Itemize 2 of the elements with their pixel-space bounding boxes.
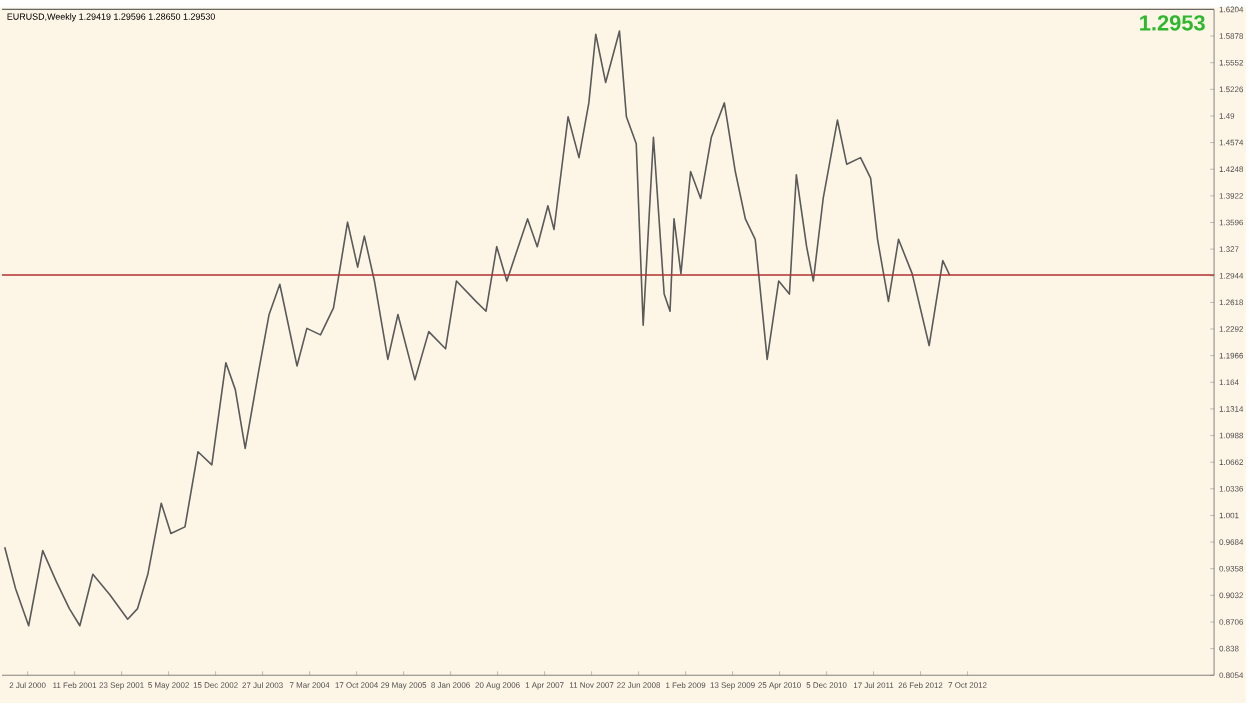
- line-series: [3, 30, 951, 627]
- annotation: 1.2953: [1140, 15, 1205, 32]
